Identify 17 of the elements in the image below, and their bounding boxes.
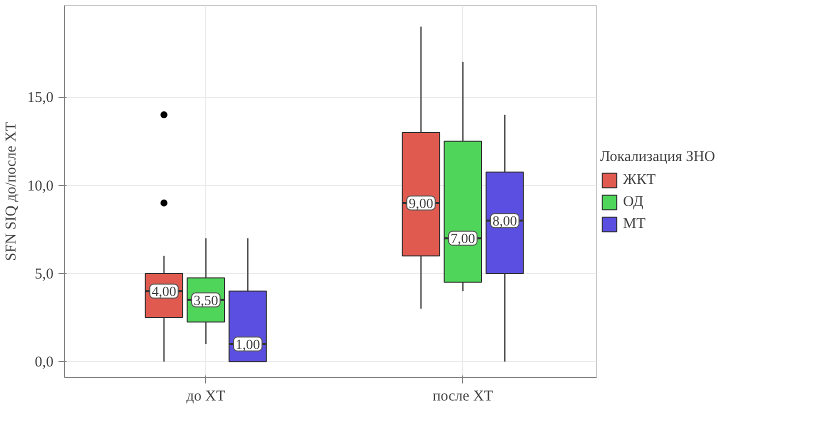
y-tick-label: 0,0 [34,354,54,371]
y-tick-label: 5,0 [34,266,54,282]
legend-label: МТ [623,216,646,232]
text: 3,50 [194,294,218,309]
text: 4,00 [152,285,176,300]
x-tick-label: после ХТ [432,388,494,404]
text: 8,00 [492,214,517,230]
legend-label: ОД [623,194,644,210]
y-tick-label: 15,0 [27,90,54,106]
text: 9,00 [408,196,434,212]
x-tick-label: до ХТ [186,388,226,404]
y-tick-label: 10,0 [27,178,54,194]
y-axis-title: SFN SIQ до/после ХТ [3,122,20,261]
legend-title: Локализация ЗНО [600,149,716,166]
text: 7,00 [450,232,476,248]
text: 1,00 [235,338,260,353]
legend-label: ЖКТ [623,172,656,188]
